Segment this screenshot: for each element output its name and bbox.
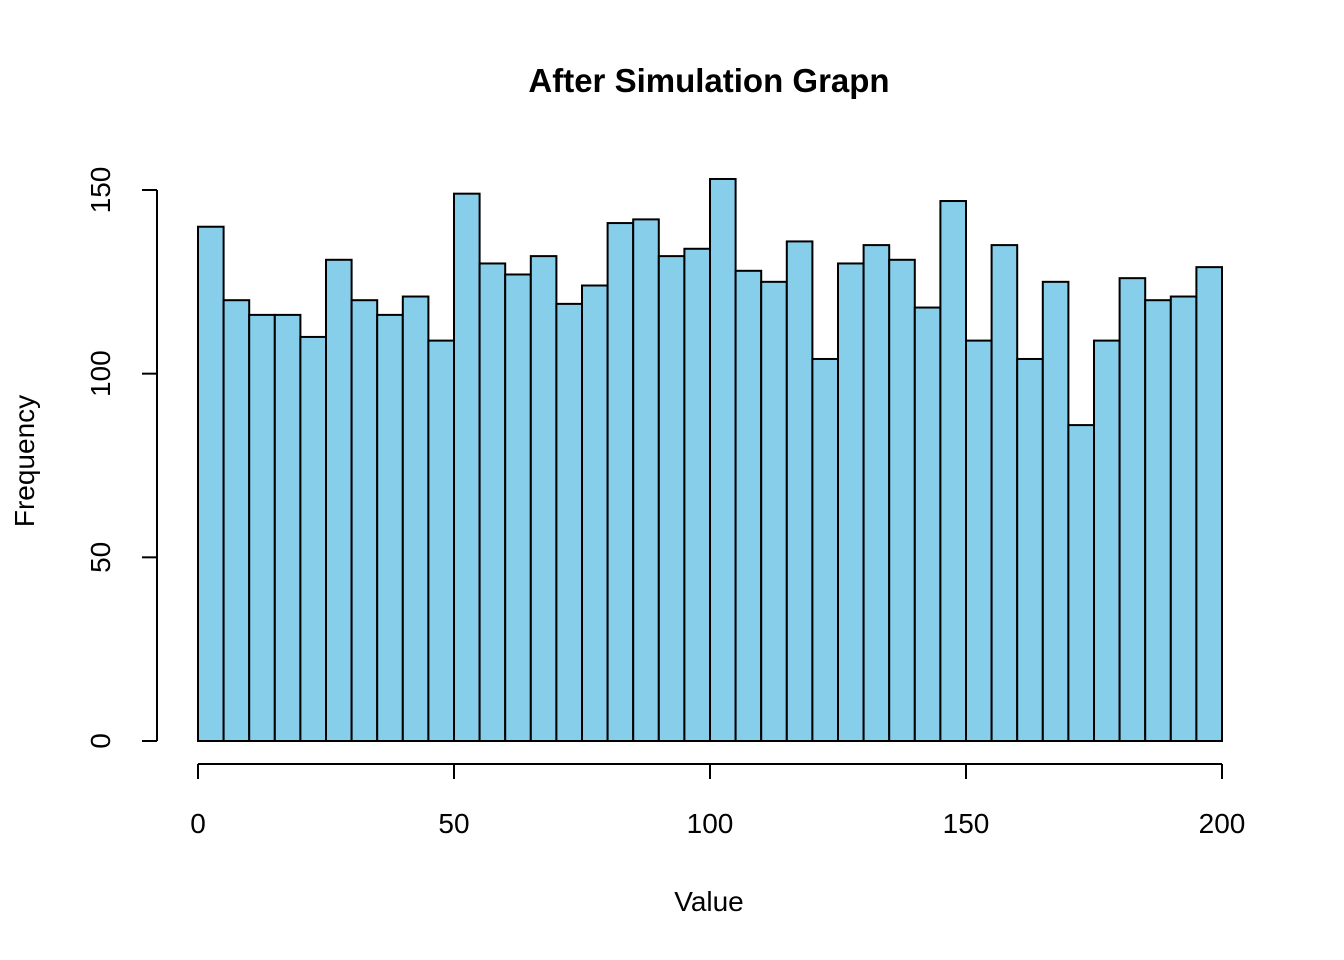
histogram-bar [197, 225, 225, 742]
x-tick-label: 100 [687, 808, 734, 839]
histogram-bar [325, 258, 353, 742]
y-tick-label: 0 [85, 733, 116, 749]
histogram-bar [248, 313, 276, 742]
histogram-bar [939, 200, 968, 742]
histogram-bar [1118, 277, 1147, 742]
x-tick-label: 50 [438, 808, 469, 839]
histogram-bar [555, 302, 584, 742]
histogram-bar [1169, 295, 1198, 742]
histogram-bar [990, 244, 1019, 742]
x-axis-label: Value [674, 886, 744, 917]
histogram-bar [683, 247, 712, 742]
chart-title: After Simulation Grapn [528, 62, 889, 99]
histogram-bar [632, 218, 660, 743]
histogram-bar [1093, 339, 1121, 742]
histogram-bar [1016, 357, 1044, 742]
histogram-bar [760, 280, 788, 742]
histogram-bar [965, 339, 993, 742]
histogram-bar [376, 313, 404, 742]
histogram-bar [478, 262, 507, 742]
histogram-bar [811, 357, 840, 742]
histogram-bar [785, 240, 814, 742]
histogram-bar [350, 299, 379, 742]
histogram-bar [1195, 266, 1224, 742]
x-tick-label: 0 [190, 808, 206, 839]
histogram-bar [1144, 299, 1172, 742]
bars-group [197, 177, 1224, 743]
histogram-bar [222, 299, 251, 742]
histogram-bar [734, 269, 763, 742]
histogram-bar [913, 306, 942, 742]
x-axis: 0 50 100 150 200 [190, 763, 1246, 839]
histogram-bar [888, 258, 916, 742]
y-tick-label: 50 [85, 542, 116, 573]
histogram-bar [427, 339, 455, 742]
histogram-bar [273, 313, 302, 742]
histogram-bar [1067, 424, 1096, 742]
histogram-bar [453, 192, 481, 742]
histogram-bar [837, 262, 865, 742]
y-tick-label: 150 [85, 167, 116, 214]
histogram-bar [299, 335, 327, 742]
y-tick-label: 100 [85, 350, 116, 397]
histogram-bar [504, 273, 532, 742]
histogram-bar [401, 295, 430, 742]
x-tick-label: 150 [943, 808, 990, 839]
histogram-bar [606, 222, 635, 742]
x-tick-label: 200 [1199, 808, 1246, 839]
histogram-bar [581, 284, 609, 742]
histogram-bar [529, 255, 558, 742]
histogram-bar [862, 244, 891, 742]
histogram-bar [1041, 280, 1070, 742]
histogram-bar [657, 255, 686, 742]
histogram-bar [709, 177, 737, 743]
y-axis: 0 50 100 150 [85, 167, 158, 749]
y-axis-label: Frequency [9, 395, 40, 527]
